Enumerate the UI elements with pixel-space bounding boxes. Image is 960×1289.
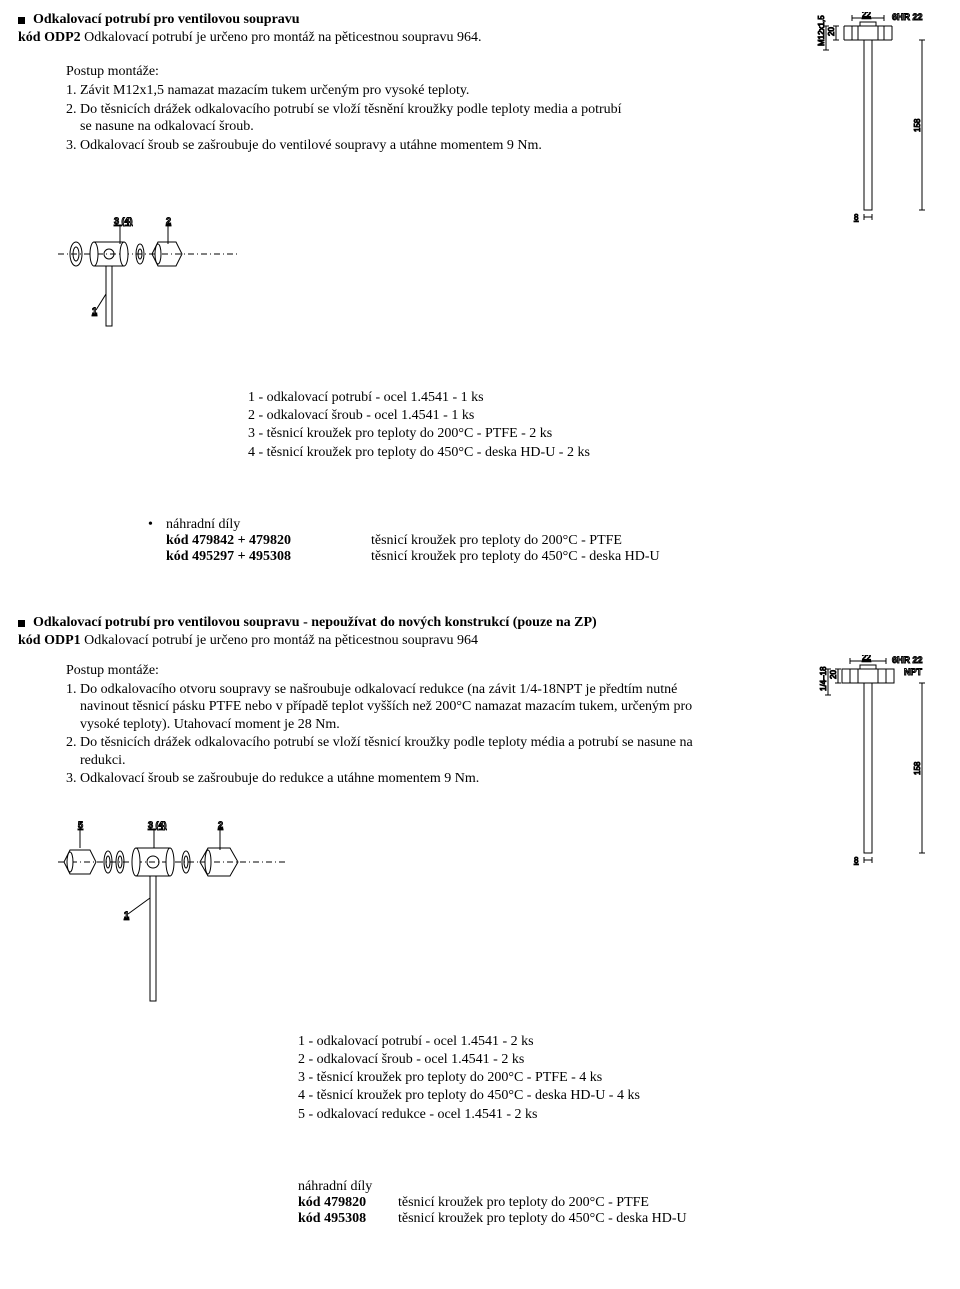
spare-code: kód 479842 + 479820 — [148, 533, 371, 549]
steps-block: Postup montáže: 1. Do odkalovacího otvor… — [66, 663, 706, 788]
code-label: kód ODP1 — [18, 633, 81, 648]
list-item: 2. Do těsnicích drážek odkalovacího potr… — [66, 734, 706, 769]
dim-thread-b: 1/4–18 — [819, 666, 828, 691]
dim-158b: 158 — [913, 761, 922, 775]
spare-row: kód 479820těsnicí kroužek pro teploty do… — [298, 1195, 942, 1211]
section-title: Odkalovací potrubí pro ventilovou soupra… — [33, 615, 597, 631]
exp-label-5: 5 — [78, 820, 83, 830]
list-item: 2 - odkalovací šroub - ocel 1.4541 - 1 k… — [248, 407, 808, 425]
list-item: 4 - těsnicí kroužek pro teploty do 450°C… — [298, 1087, 858, 1105]
steps-title: Postup montáže: — [66, 64, 626, 80]
exp-label-1: 1 — [92, 306, 97, 316]
exp-label-3: 3 (4) — [114, 216, 133, 226]
list-item: 2 - odkalovací šroub - ocel 1.4541 - 2 k… — [298, 1051, 858, 1069]
label-npt: NPT — [904, 667, 923, 677]
code-desc: Odkalovací potrubí je určeno pro montáž … — [84, 633, 478, 648]
dim-20b: 20 — [829, 669, 838, 678]
list-item: 4 - těsnicí kroužek pro teploty do 450°C… — [248, 444, 808, 462]
list-item: 1. Do odkalovacího otvoru soupravy se na… — [66, 681, 706, 734]
spare-desc: těsnicí kroužek pro teploty do 200°C - P… — [371, 533, 622, 549]
list-item: 3. Odkalovací šroub se zašroubuje do red… — [66, 770, 706, 788]
exp-label-2: 2 — [166, 216, 171, 226]
steps-block: Postup montáže: 1. Závit M12x1,5 namazat… — [66, 64, 626, 154]
exp-label-1b: 1 — [124, 910, 129, 920]
steps-list: 1. Do odkalovacího otvoru soupravy se na… — [66, 681, 706, 788]
label-6hr22: 6HR 22 — [892, 12, 923, 22]
list-item: 3 - těsnicí kroužek pro teploty do 200°C… — [298, 1069, 858, 1087]
spare-desc: těsnicí kroužek pro teploty do 200°C - P… — [398, 1195, 649, 1211]
spare-rows: kód 479820těsnicí kroužek pro teploty do… — [298, 1195, 942, 1227]
spare-row: kód 495308těsnicí kroužek pro teploty do… — [298, 1211, 942, 1227]
list-item: 1 - odkalovací potrubí - ocel 1.4541 - 2… — [298, 1033, 858, 1051]
dim-8: 8 — [854, 213, 859, 222]
dim-m12: M12x1,5 — [817, 15, 826, 46]
spare-parts-block: náhradní díly kód 479820těsnicí kroužek … — [298, 1179, 942, 1227]
spare-row: kód 479842 + 479820těsnicí kroužek pro t… — [148, 533, 942, 549]
label-6hr22b: 6HR 22 — [892, 655, 923, 665]
bullet-icon — [18, 620, 25, 627]
dim-158: 158 — [913, 118, 922, 132]
list-item: 5 - odkalovací redukce - ocel 1.4541 - 2… — [298, 1106, 858, 1124]
spare-desc: těsnicí kroužek pro teploty do 450°C - d… — [371, 549, 660, 565]
exp-label-2b: 2 — [218, 820, 223, 830]
parts-list: 1 - odkalovací potrubí - ocel 1.4541 - 1… — [248, 389, 808, 462]
spare-row: kód 495297 + 495308těsnicí kroužek pro t… — [148, 549, 942, 565]
technical-drawing-odp1: 22 6HR 22 20 1/4–18 NPT 1 — [792, 655, 942, 880]
steps-list: 1. Závit M12x1,5 namazat mazacím tukem u… — [66, 82, 626, 154]
list-item: 1. Závit M12x1,5 namazat mazacím tukem u… — [66, 82, 626, 100]
exp-label-3b: 3 (4) — [148, 820, 167, 830]
bullet-icon — [18, 17, 25, 24]
steps-title: Postup montáže: — [66, 663, 706, 679]
spare-rows: kód 479842 + 479820těsnicí kroužek pro t… — [148, 533, 942, 565]
dim-20: 20 — [827, 27, 836, 36]
list-item: 3. Odkalovací šroub se zašroubuje do ven… — [66, 137, 626, 155]
dim-22: 22 — [862, 12, 871, 19]
section-odp2: 22 6HR 22 20 M12x1,5 — [18, 12, 942, 565]
technical-drawing-odp2: 22 6HR 22 20 M12x1,5 — [792, 12, 942, 237]
section-title: Odkalovací potrubí pro ventilovou soupra… — [33, 12, 300, 28]
code-desc: Odkalovací potrubí je určeno pro montáž … — [84, 30, 481, 45]
list-item: 1 - odkalovací potrubí - ocel 1.4541 - 1… — [248, 389, 808, 407]
dim-8b: 8 — [854, 856, 859, 865]
code-line: kód ODP1 Odkalovací potrubí je určeno pr… — [18, 633, 942, 649]
spare-title: náhradní díly — [298, 1179, 942, 1195]
parts-list: 1 - odkalovací potrubí - ocel 1.4541 - 2… — [298, 1033, 858, 1124]
list-item: 2. Do těsnicích drážek odkalovacího potr… — [66, 101, 626, 136]
spare-title: náhradní díly — [148, 517, 942, 533]
spare-code: kód 495308 — [298, 1211, 398, 1227]
spare-parts-block: náhradní díly kód 479842 + 479820těsnicí… — [148, 517, 942, 565]
list-item: 3 - těsnicí kroužek pro teploty do 200°C… — [248, 425, 808, 443]
code-label: kód ODP2 — [18, 30, 81, 45]
spare-code: kód 479820 — [298, 1195, 398, 1211]
section-odp1: 22 6HR 22 20 1/4–18 NPT 1 — [18, 615, 942, 1227]
spare-code: kód 495297 + 495308 — [148, 549, 371, 565]
spare-desc: těsnicí kroužek pro teploty do 450°C - d… — [398, 1211, 687, 1227]
dim-22b: 22 — [862, 655, 871, 662]
